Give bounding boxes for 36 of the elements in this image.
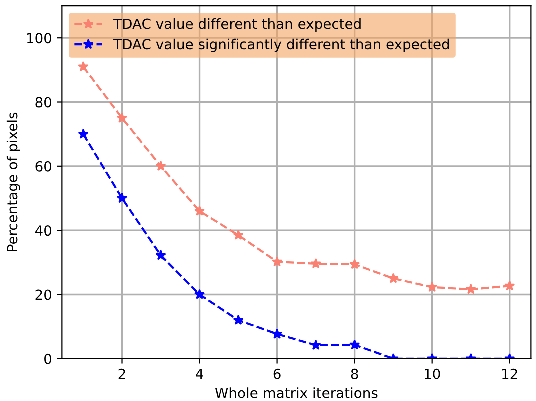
point — [388, 273, 399, 284]
point — [272, 256, 283, 267]
point — [272, 328, 283, 339]
point — [78, 61, 89, 72]
x-axis-title: Whole matrix iterations — [215, 388, 378, 398]
legend-label: TDAC value significantly different than expected — [114, 38, 450, 52]
point — [233, 230, 244, 240]
y-tick-label: 40 — [35, 226, 52, 236]
legend-label: TDAC value different than expected — [114, 18, 361, 32]
x-tick-label: 8 — [351, 368, 358, 380]
y-tick-label: 0 — [44, 354, 52, 364]
y-tick-label: 20 — [36, 290, 52, 300]
point — [194, 206, 206, 216]
point — [194, 289, 206, 300]
x-tick-label: 10 — [425, 368, 440, 380]
x-tick-label: 12 — [502, 368, 518, 380]
point — [310, 340, 322, 350]
point — [466, 284, 476, 294]
y-axis-title: Percentage of pixels — [6, 112, 20, 252]
point — [504, 280, 516, 291]
point — [156, 160, 166, 172]
point — [350, 259, 360, 270]
x-tick-label: 4 — [196, 369, 204, 380]
point — [310, 258, 322, 269]
y-tick-label: 60 — [36, 161, 52, 172]
x-tick-label: 6 — [274, 368, 281, 380]
point — [156, 250, 166, 260]
y-tick-label: 100 — [27, 33, 52, 44]
point — [427, 282, 438, 292]
x-tick-label: 2 — [118, 368, 126, 380]
point — [116, 192, 128, 204]
y-tick-label: 80 — [36, 97, 52, 108]
point — [350, 340, 360, 350]
point — [233, 314, 244, 326]
point — [78, 128, 89, 139]
point — [116, 112, 128, 123]
